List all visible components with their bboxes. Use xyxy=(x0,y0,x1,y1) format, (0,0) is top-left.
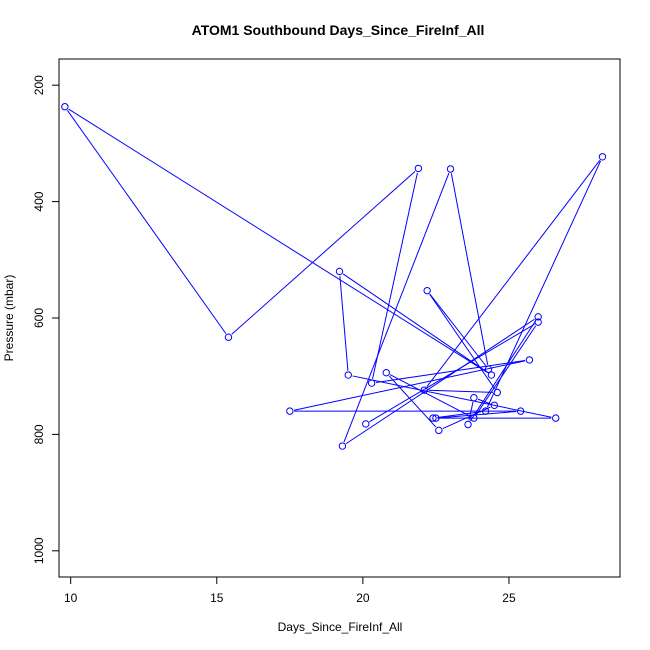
series-points xyxy=(61,103,607,450)
series-line-segment xyxy=(342,273,489,373)
series-line-segment xyxy=(375,360,526,384)
series-line-segment xyxy=(339,275,349,371)
data-point xyxy=(335,267,344,276)
data-point xyxy=(534,313,542,321)
data-point xyxy=(382,369,390,377)
series-line-segment xyxy=(486,160,602,408)
series-line-segment xyxy=(426,159,601,387)
series-line-segment xyxy=(450,173,489,365)
y-tick-label: 800 xyxy=(32,424,46,444)
data-point xyxy=(429,414,437,422)
data-point xyxy=(61,103,69,111)
data-point xyxy=(516,407,525,415)
series-line-segment xyxy=(345,318,535,445)
data-point xyxy=(338,442,347,450)
series-line-segment xyxy=(475,325,537,415)
data-point xyxy=(414,164,423,173)
data-point xyxy=(525,356,534,364)
x-tick-label: 15 xyxy=(210,591,224,605)
series-line-segment xyxy=(294,360,526,411)
data-point xyxy=(464,420,472,429)
data-point xyxy=(552,414,560,422)
data-point xyxy=(423,286,431,295)
y-tick-label: 400 xyxy=(32,191,46,211)
series-line-segment xyxy=(369,323,535,423)
series-line-segment xyxy=(389,374,471,417)
x-tick-label: 10 xyxy=(64,591,78,605)
series-line-segment xyxy=(388,375,437,428)
data-point xyxy=(534,318,542,326)
series-line-segment xyxy=(372,172,418,379)
series-line-segment xyxy=(429,293,487,367)
series-line-segment xyxy=(440,410,517,419)
series-line-segment xyxy=(437,411,482,419)
series-line-segment xyxy=(68,108,488,374)
y-tick-label: 600 xyxy=(32,308,46,328)
series-line-segment xyxy=(343,172,450,443)
data-point xyxy=(470,414,478,422)
plot-area-border xyxy=(58,58,621,578)
data-point xyxy=(432,414,440,422)
data-point xyxy=(367,379,376,387)
data-point xyxy=(481,407,490,415)
x-axis: 10 15 20 25 xyxy=(64,576,516,605)
series-line-segment xyxy=(428,389,493,393)
data-point xyxy=(362,420,370,428)
data-point xyxy=(493,388,501,397)
data-point xyxy=(420,386,428,394)
chart-title: ATOM1 Southbound Days_Since_FireInf_All xyxy=(192,22,485,38)
x-axis-label: Days_Since_FireInf_All xyxy=(278,620,403,634)
data-point xyxy=(470,394,478,402)
series-line-segment xyxy=(468,401,474,421)
data-point xyxy=(446,165,455,173)
series-lines xyxy=(66,108,602,445)
data-point xyxy=(490,401,499,410)
series-line-segment xyxy=(429,293,496,390)
series-line-segment xyxy=(352,375,552,418)
y-tick-label: 200 xyxy=(32,75,46,95)
data-point xyxy=(435,426,443,435)
data-point xyxy=(224,333,233,341)
data-point xyxy=(598,153,607,161)
y-axis: 200 400 600 800 1000 xyxy=(32,75,60,564)
x-tick-label: 25 xyxy=(502,591,516,605)
data-point xyxy=(487,371,496,379)
y-tick-label: 1000 xyxy=(32,537,46,564)
series-line-segment xyxy=(470,320,537,422)
y-axis-label: Pressure (mbar) xyxy=(2,275,16,362)
x-tick-label: 20 xyxy=(356,591,370,605)
data-point xyxy=(484,365,493,373)
series-line-segment xyxy=(477,398,491,405)
series-line-segment xyxy=(66,110,227,334)
data-point xyxy=(286,407,294,415)
data-point xyxy=(344,371,352,379)
series-line-segment xyxy=(231,170,416,335)
